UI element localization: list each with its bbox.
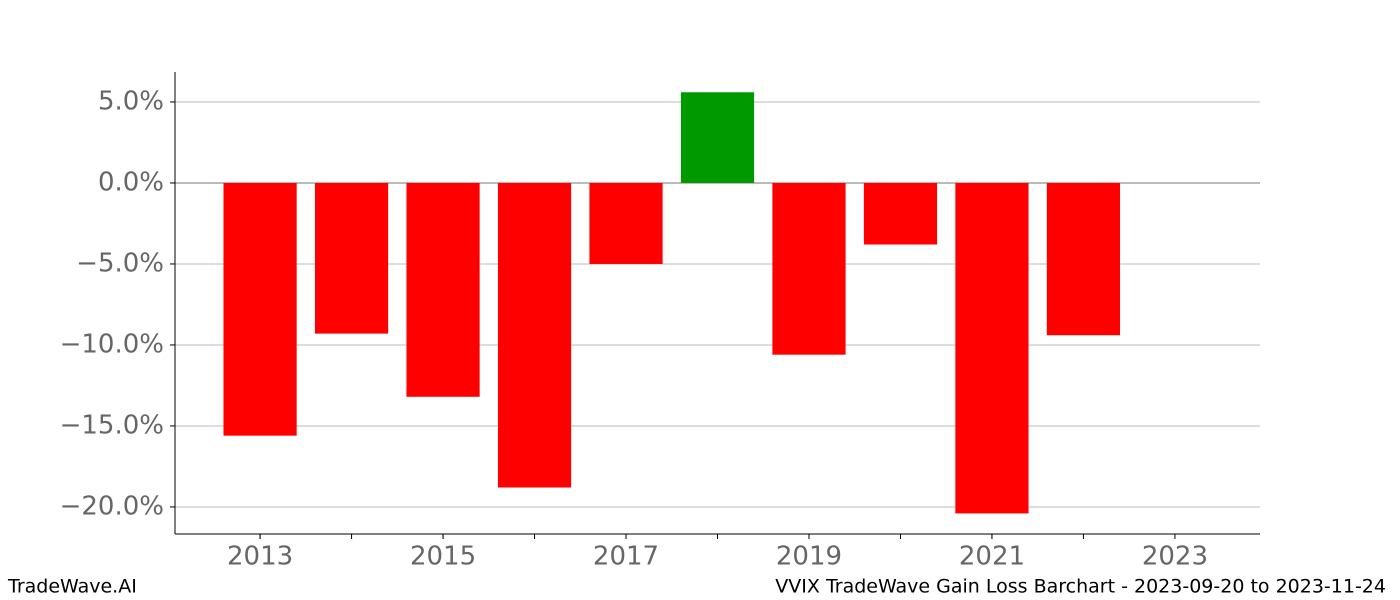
y-tick-label: −5.0% [76,248,164,278]
x-tick-label: 2015 [410,542,476,572]
x-tick-label: 2023 [1142,542,1208,572]
bar [497,182,572,488]
y-tick-label: 0.0% [98,167,164,197]
x-tick-label: 2021 [959,542,1025,572]
bar [406,182,480,397]
bar [589,182,663,264]
bar [955,182,1029,514]
watermark: TradeWave.AI [7,576,137,598]
y-tick-label: −20.0% [60,491,164,521]
x-tick-label: 2019 [776,542,842,572]
bar [680,92,755,183]
chart-title: VVIX TradeWave Gain Loss Barchart - 2023… [775,576,1386,598]
bar [314,182,389,334]
x-tick-label: 2017 [593,542,659,572]
bar [772,182,846,355]
y-tick-label: 5.0% [98,86,164,116]
y-tick-label: −15.0% [60,410,164,440]
bar [1046,182,1121,336]
bar [863,182,938,245]
y-tick-label: −10.0% [60,329,164,359]
x-tick-label: 2013 [227,542,293,572]
bar [223,182,297,436]
